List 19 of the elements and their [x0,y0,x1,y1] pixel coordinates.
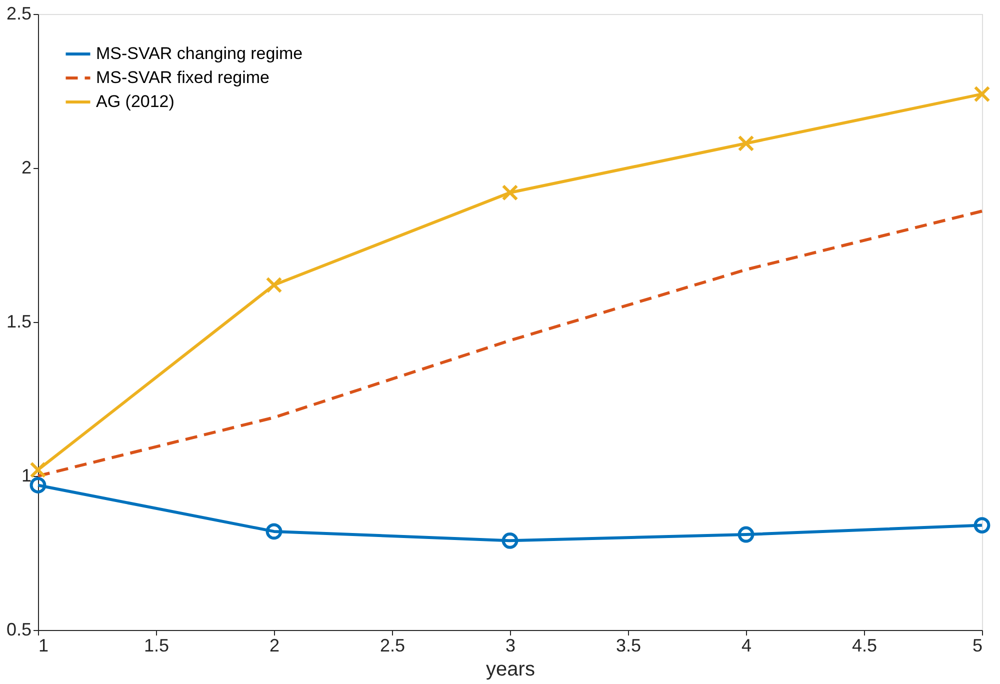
legend-label: MS-SVAR changing regime [96,44,303,63]
x-tick-label: 4.5 [852,636,878,656]
x-tick-label: 1.5 [144,636,170,656]
y-tick-label: 0.5 [6,620,32,640]
y-tick-label: 1 [21,466,32,486]
y-tick-label: 2 [21,158,32,178]
legend-label: MS-SVAR fixed regime [96,68,270,87]
x-tick-label: 1 [38,636,49,656]
x-tick-label: 2.5 [380,636,406,656]
x-tick-label: 2 [269,636,280,656]
legend-label: AG (2012) [96,92,174,111]
y-tick-label: 1.5 [6,312,32,332]
x-axis-title: years [486,658,535,680]
x-tick-label: 3 [505,636,516,656]
x-tick-label: 5 [972,636,982,656]
x-tick-label: 3.5 [616,636,642,656]
line-series [36,210,984,478]
y-tick-label: 2.5 [6,4,32,24]
x-tick-label: 4 [741,636,752,656]
